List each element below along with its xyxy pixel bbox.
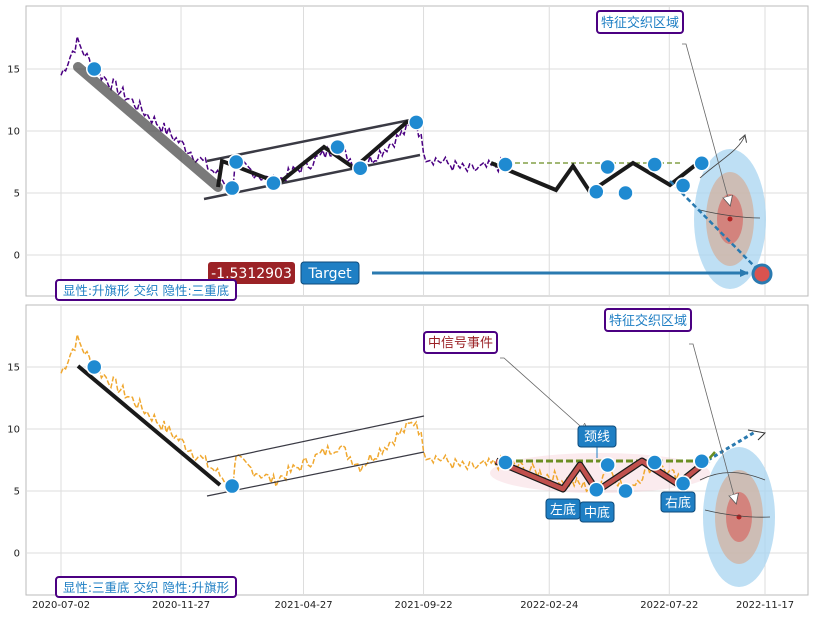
bottom-triple-bottom-marker [646,454,663,471]
event-callout-arrow [500,357,588,433]
bottom-triple-bottom-marker [617,482,634,500]
top-flag-marker [227,153,245,171]
top-triple-bottom-marker [497,156,514,173]
bottom-projection-line [707,430,756,462]
top-zone-label: 特征交织区域 [596,10,684,34]
x-tick-label: 2022-02-24 [520,600,578,611]
top-legend-box: 显性:升旗形 交织 隐性:三重底 [55,279,237,301]
top-legend-text: 显性:升旗形 交织 隐性:三重底 [63,283,229,298]
top-y-axis: 0 5 10 15 [7,65,20,262]
top-flag-marker [352,159,369,177]
y-tick-label: 0 [14,251,20,262]
bottom-legend-text: 显性:三重底 交织 隐性:升旗形 [63,580,230,595]
middle-bottom-label-text: 中底 [584,505,610,521]
bottom-triple-bottom-marker [674,475,692,492]
value-box-text: -1.5312903 [211,266,292,282]
bottom-triple-bottom-marker [588,481,605,499]
bottom-legend-box: 显性:三重底 交织 隐性:升旗形 [55,576,237,598]
top-zone-callout-arrow [682,43,730,205]
top-triple-bottom-marker [617,184,634,202]
bottom-flag-marker [223,477,241,495]
x-tick-label: 2022-07-22 [640,600,698,611]
y-tick-label: 10 [7,127,20,138]
top-flag-upper-boundary [206,116,421,163]
right-bottom-label: 右底 [660,491,696,513]
bottom-zone-callout-arrow [689,343,736,503]
top-flag-marker [407,114,425,131]
event-label-text: 中信号事件 [428,336,493,351]
y-tick-label: 15 [7,65,20,76]
top-flag-marker [265,174,282,192]
y-tick-label: 0 [14,549,20,560]
top-price-line [60,36,506,194]
top-flag-marker [86,60,103,78]
y-tick-label: 10 [7,425,20,436]
top-zone-label-text: 特征交织区域 [601,15,679,31]
top-flag-marker [329,138,346,156]
bottom-flag-lower-boundary [206,451,425,497]
bottom-pattern-markers [86,358,710,500]
top-flag-marker [223,179,241,197]
bottom-flag-pattern [76,364,425,497]
bottom-flagpole [76,364,222,487]
right-bottom-label-text: 右底 [665,495,691,511]
top-flagpole [73,62,223,192]
top-flag-lower-boundary [203,153,421,201]
top-projection-line [669,180,761,273]
target-box: Target [300,261,360,285]
target-box-text: Target [307,266,352,282]
bottom-triple-bottom-marker [599,456,616,474]
x-tick-label: 2021-04-27 [274,600,332,611]
top-triple-bottom-marker [646,156,663,173]
top-triple-bottom-marker [599,158,616,176]
bottom-x-axis: 2020-07-02 2020-11-27 2021-04-27 2021-09-22… [32,600,794,611]
top-interleave-zone [669,135,773,289]
event-label: 中信号事件 [423,331,498,354]
y-tick-label: 15 [7,363,20,374]
x-tick-label: 2020-11-27 [152,600,210,611]
bottom-flag-upper-boundary [206,415,425,463]
bottom-panel-frame [25,304,809,596]
left-bottom-label-text: 左底 [550,502,576,518]
top-flag-zigzag [216,119,410,188]
bottom-triple-bottom-marker [693,452,710,470]
x-tick-label: 2022-11-17 [736,600,794,611]
top-flag-pattern [73,62,421,201]
x-tick-label: 2020-07-02 [32,600,90,611]
neckline-label-text: 颈线 [584,430,610,445]
middle-bottom-label: 中底 [579,501,615,523]
top-price-series [60,36,506,194]
bottom-interleave-zone [699,429,775,587]
y-tick-label: 5 [14,189,20,200]
bottom-triple-bottom-marker [497,454,514,471]
x-tick-label: 2021-09-22 [394,600,452,611]
bottom-zone-label: 特征交织区域 [604,308,692,332]
left-bottom-label: 左底 [545,498,581,520]
y-tick-label: 5 [14,487,20,498]
top-pattern-markers [86,60,710,202]
top-panel-frame [25,5,809,297]
bottom-flag-marker [86,358,103,376]
top-triple-bottom-marker [674,177,692,194]
neckline-label: 颈线 [577,425,617,448]
top-triple-bottom-marker [588,183,605,201]
bottom-y-axis: 0 5 10 15 [7,363,20,560]
bottom-zone-label-text: 特征交织区域 [609,313,687,329]
value-box: -1.5312903 [208,262,295,284]
top-triple-bottom-marker [693,154,710,172]
